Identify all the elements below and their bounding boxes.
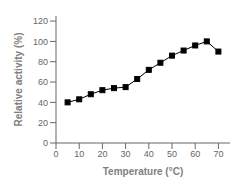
svg-text:80: 80 — [38, 57, 48, 67]
svg-text:60: 60 — [190, 149, 200, 159]
svg-text:Relative activity (%): Relative activity (%) — [13, 33, 24, 127]
svg-text:60: 60 — [38, 77, 48, 87]
svg-text:40: 40 — [38, 98, 48, 108]
svg-text:100: 100 — [33, 37, 48, 47]
svg-text:10: 10 — [74, 149, 84, 159]
svg-text:20: 20 — [38, 118, 48, 128]
svg-text:0: 0 — [43, 138, 48, 148]
svg-text:Temperature (°C): Temperature (°C) — [103, 166, 184, 177]
svg-text:0: 0 — [53, 149, 58, 159]
svg-text:70: 70 — [213, 149, 223, 159]
svg-text:20: 20 — [97, 149, 107, 159]
svg-text:30: 30 — [121, 149, 131, 159]
svg-text:120: 120 — [33, 16, 48, 26]
svg-text:40: 40 — [144, 149, 154, 159]
svg-text:50: 50 — [167, 149, 177, 159]
